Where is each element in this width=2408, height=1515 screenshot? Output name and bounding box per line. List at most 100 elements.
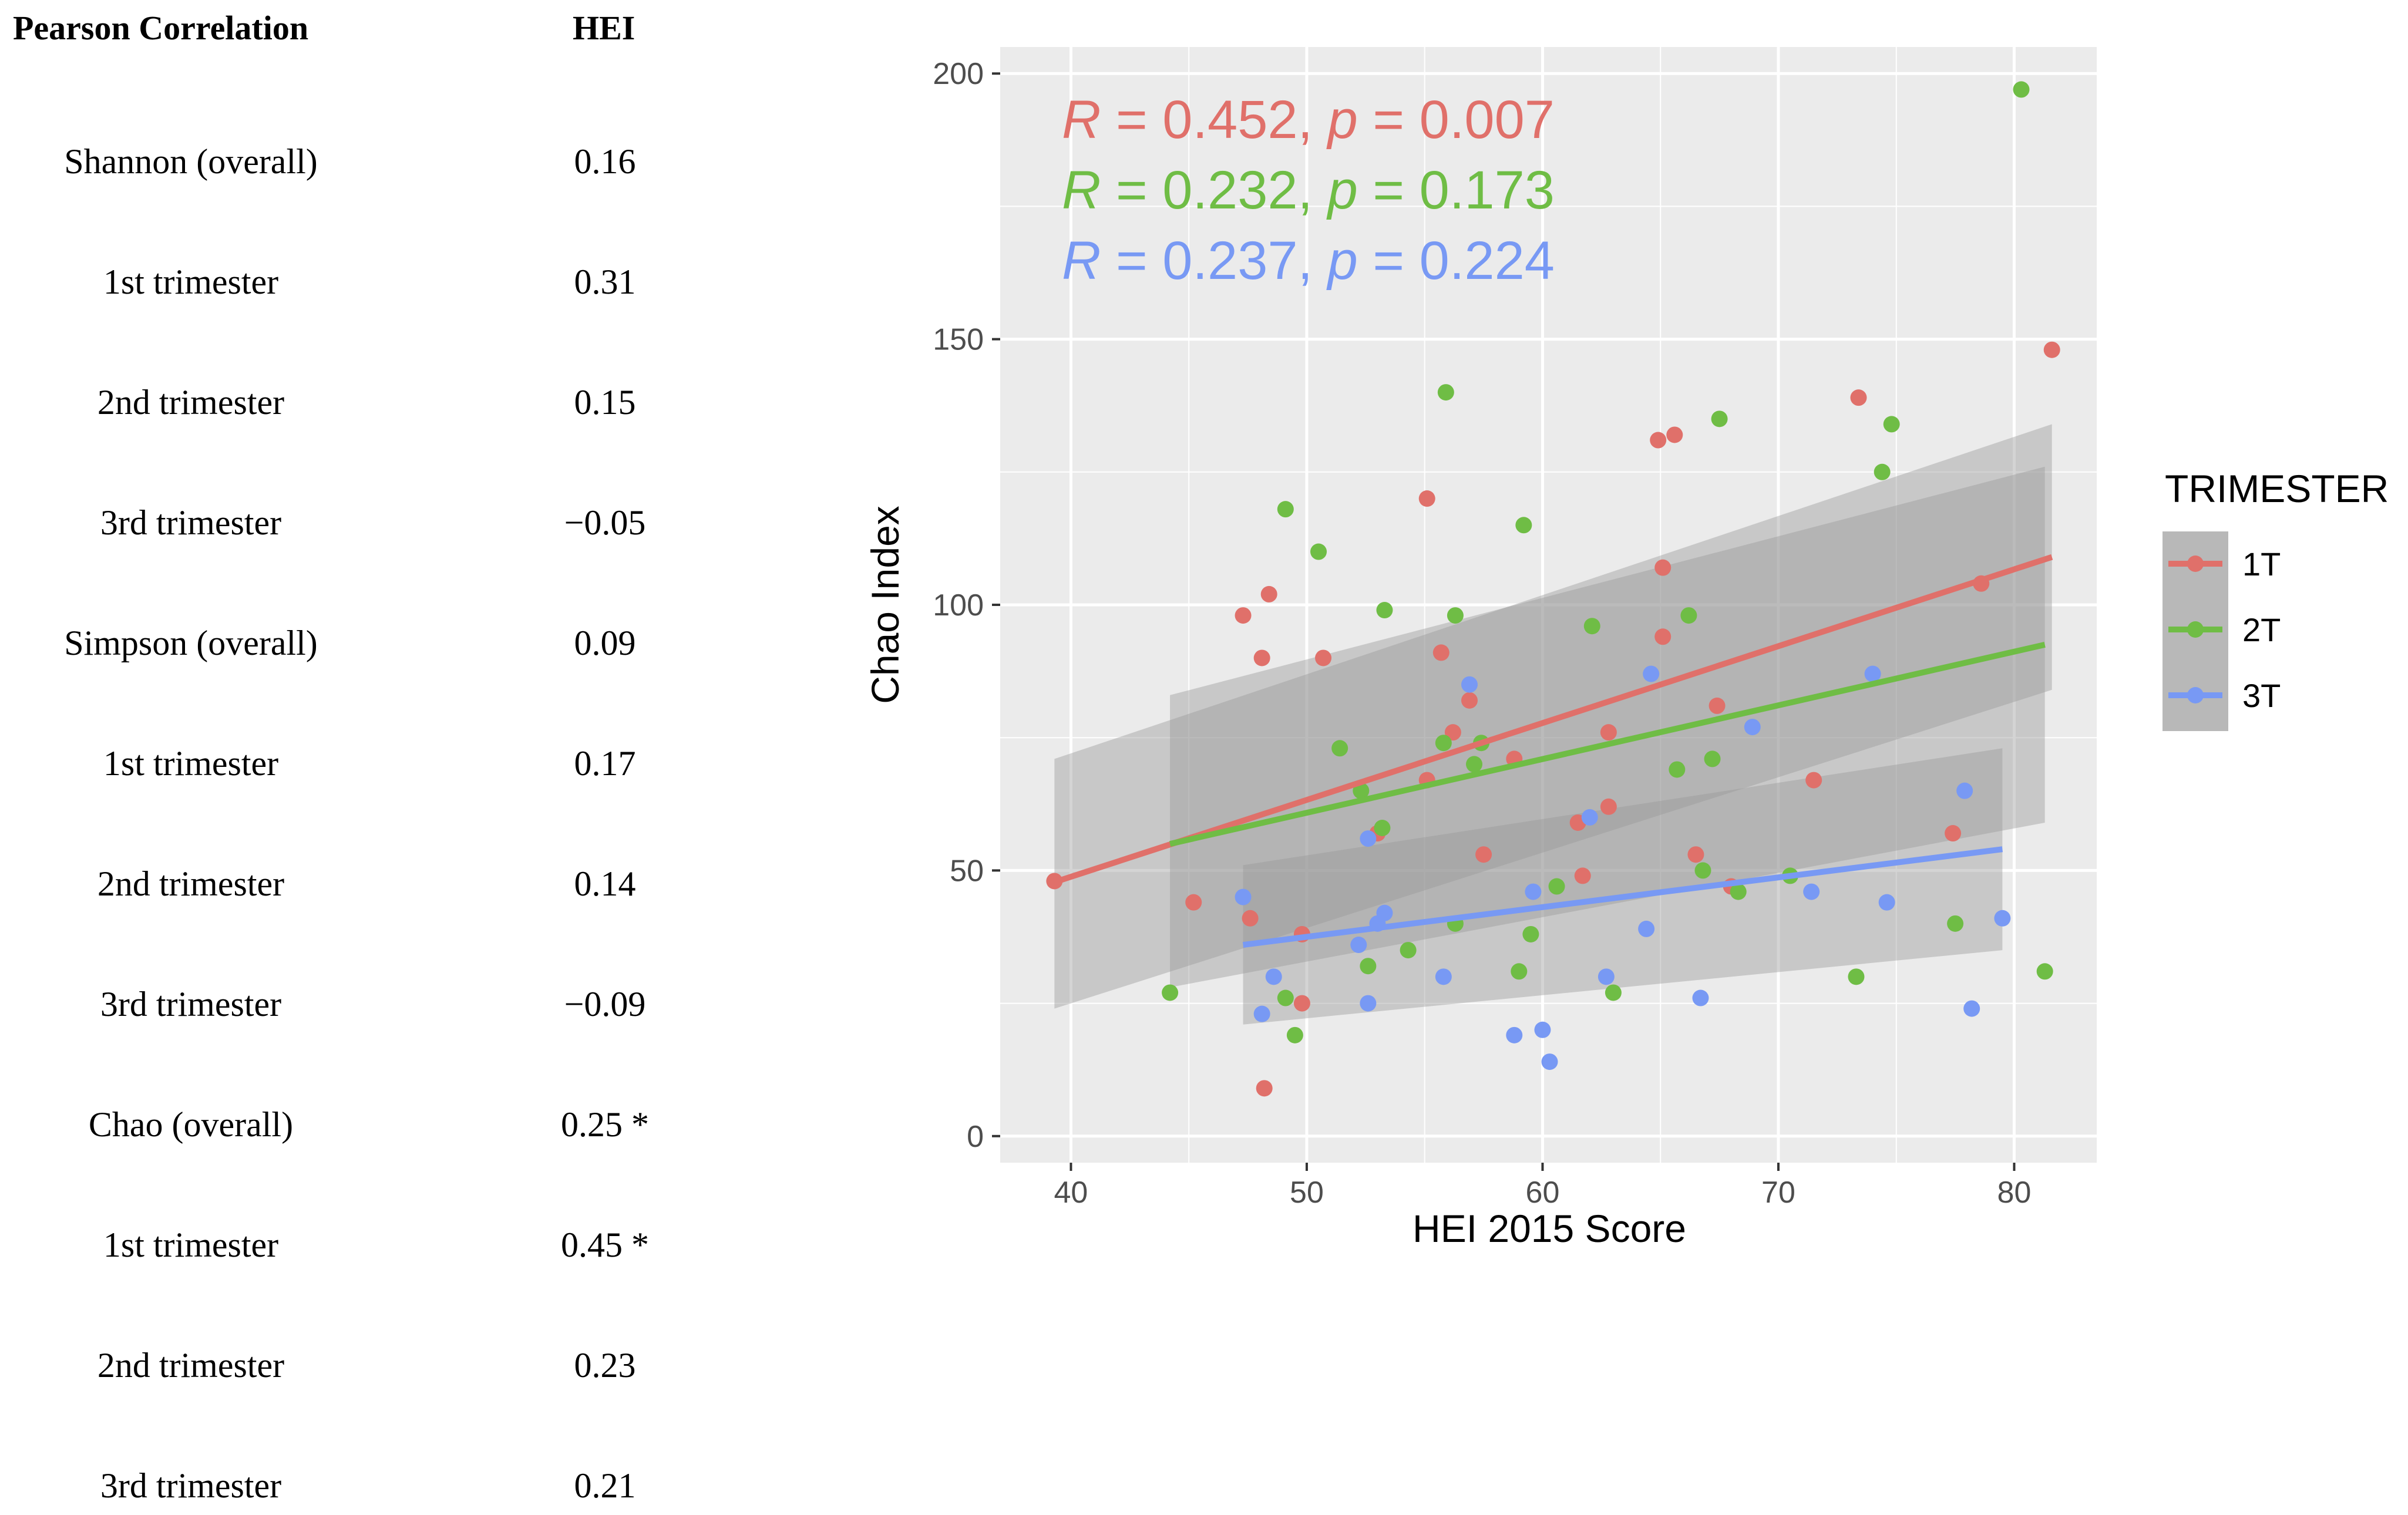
data-point-3T (1525, 883, 1542, 900)
table-row: 2nd trimester 0.15 (0, 373, 693, 432)
data-point-3T (1461, 676, 1478, 693)
data-point-2T (1277, 989, 1294, 1006)
data-point-2T (1310, 543, 1327, 560)
data-point-3T (1803, 883, 1820, 900)
data-point-1T (1293, 995, 1310, 1012)
data-point-3T (1598, 968, 1615, 985)
row-value: −0.05 (564, 503, 646, 542)
ci-ribbon-3T (1243, 748, 2003, 1025)
row-value: 0.45 * (561, 1226, 649, 1264)
data-point-3T (1878, 894, 1895, 911)
data-point-1T (1654, 559, 1672, 576)
data-point-2T (1704, 750, 1721, 767)
row-value: 0.31 (574, 262, 636, 301)
table-row: 1st trimester 0.17 (0, 734, 693, 793)
legend-key-point (2187, 556, 2204, 572)
data-point-2T (1447, 607, 1464, 624)
data-point-3T (1360, 830, 1377, 847)
row-label: 2nd trimester (97, 1346, 285, 1385)
row-label: 1st trimester (103, 1226, 279, 1264)
data-point-1T (1242, 910, 1259, 927)
data-point-3T (1643, 665, 1660, 682)
legend: TRIMESTER 1T 2T 3T (2163, 467, 2389, 731)
data-point-2T (1605, 984, 1622, 1001)
table-row: Simpson (overall) 0.09 (0, 614, 693, 672)
row-value: 0.17 (574, 744, 636, 783)
data-point-1T (1687, 846, 1704, 863)
table-row: 3rd trimester −0.09 (0, 975, 693, 1033)
table-row: 1st trimester 0.31 (0, 253, 693, 311)
legend-key-point (2187, 687, 2204, 703)
table-row: 2nd trimester 0.23 (0, 1336, 693, 1395)
data-point-2T (1669, 761, 1686, 778)
data-point-1T (1654, 628, 1672, 645)
table-row: 3rd trimester −0.05 (0, 493, 693, 552)
data-point-1T (1461, 692, 1478, 709)
data-point-2T (1711, 410, 1728, 427)
data-point-3T (1253, 1005, 1270, 1022)
data-point-2T (1437, 384, 1454, 401)
row-value: −0.09 (564, 985, 646, 1024)
x-tick-label: 80 (1997, 1176, 2032, 1210)
data-point-1T (1185, 894, 1202, 911)
data-point-3T (1864, 665, 1881, 682)
row-label: 3rd trimester (100, 1466, 282, 1505)
data-point-2T (1883, 416, 1900, 433)
chart-svg: 40 50 60 70 80 0 50 100 150 200 R = 0.452, p = 0.… (863, 47, 2389, 1250)
legend-key-point (2187, 621, 2204, 638)
data-point-2T (1874, 463, 1891, 480)
legend-item-2T: 2T (2168, 611, 2281, 648)
data-point-3T (1541, 1053, 1558, 1070)
data-point-2T (1376, 602, 1393, 619)
data-point-1T (2043, 341, 2060, 358)
ci-ribbon-1T (1054, 424, 2052, 1009)
data-point-2T (1400, 942, 1417, 959)
x-axis-title: HEI 2015 Score (1412, 1207, 1686, 1250)
data-point-2T (1162, 984, 1179, 1001)
y-tick-label: 200 (933, 57, 984, 91)
legend-label: 3T (2242, 677, 2281, 714)
data-point-3T (1956, 782, 1973, 799)
data-point-2T (1331, 740, 1348, 757)
row-label: 1st trimester (103, 744, 279, 783)
data-point-1T (1475, 846, 1492, 863)
fit-line-3T (1242, 846, 2003, 948)
table-row: Chao (overall) 0.25 * (0, 1095, 693, 1154)
fit-line-2T (1169, 641, 2046, 847)
data-point-2T (1286, 1026, 1303, 1043)
data-point-2T (1548, 878, 1565, 895)
data-point-3T (1963, 1000, 1980, 1017)
data-point-2T (1466, 756, 1483, 773)
row-label: 2nd trimester (97, 383, 285, 422)
data-point-3T (1638, 920, 1655, 937)
row-label: 3rd trimester (100, 985, 282, 1024)
data-point-3T (1350, 937, 1367, 954)
row-label: Simpson (overall) (64, 624, 318, 662)
data-point-2T (1515, 517, 1532, 534)
x-tick-label: 70 (1761, 1176, 1795, 1210)
y-tick-label: 50 (950, 854, 984, 888)
data-point-1T (1418, 490, 1435, 507)
data-point-1T (1600, 724, 1617, 741)
y-tick-label: 0 (967, 1120, 984, 1154)
legend-title: TRIMESTER (2165, 467, 2389, 510)
table-header-value: HEI (573, 9, 635, 47)
data-point-2T (2013, 81, 2030, 98)
data-point-2T (1848, 968, 1865, 985)
legend-item-1T: 1T (2168, 546, 2281, 583)
data-point-1T (1945, 825, 1962, 842)
data-point-2T (1947, 915, 1964, 932)
data-point-3T (1534, 1021, 1551, 1038)
data-point-3T (1581, 809, 1598, 826)
data-point-1T (1850, 389, 1867, 406)
data-point-1T (1574, 867, 1591, 884)
row-label: 3rd trimester (100, 503, 282, 542)
row-label: 1st trimester (103, 262, 279, 301)
data-point-1T (1256, 1080, 1273, 1097)
table-header-label: Pearson Correlation (13, 9, 309, 47)
x-tick-label: 50 (1290, 1176, 1324, 1210)
data-point-1T (1805, 772, 1822, 789)
data-point-3T (1376, 904, 1393, 921)
data-point-2T (1374, 820, 1391, 836)
correlation-annotations: R = 0.452, p = 0.007 R = 0.232, p = 0.173… (1062, 90, 1555, 291)
